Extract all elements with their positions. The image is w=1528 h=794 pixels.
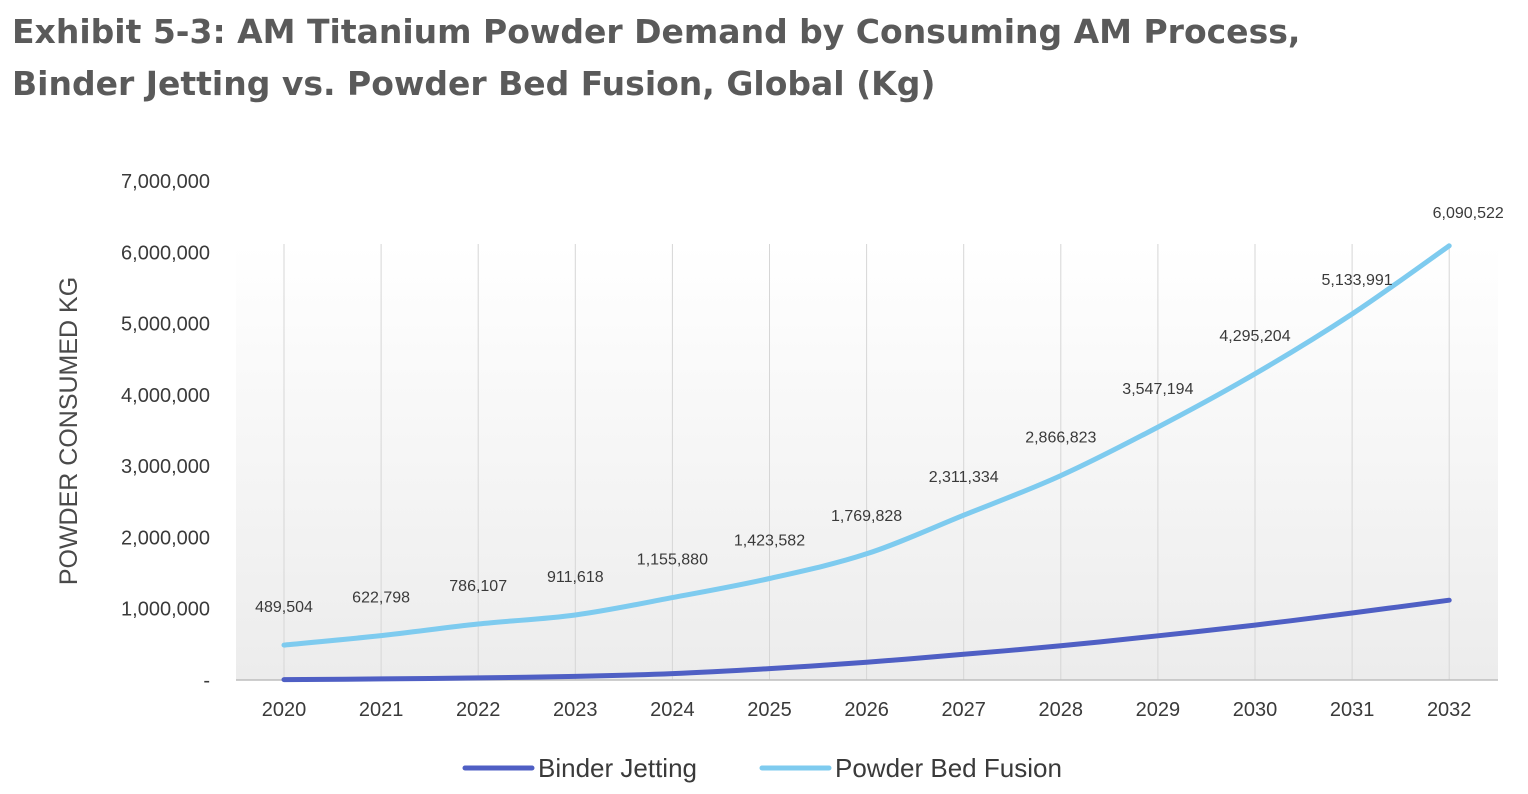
x-tick-label-2030: 2030 xyxy=(1233,699,1278,721)
data-label: 6,090,522 xyxy=(1433,205,1504,222)
x-axis-ticks: 2020 2021 2022 2023 2024 2025 2026 2027 2028 2029… xyxy=(262,699,1472,721)
y-tick-label: 3,000,000 xyxy=(121,456,210,478)
legend: Binder Jetting Powder Bed Fusion xyxy=(462,753,1062,783)
chart-title-line-2: Binder Jetting vs. Powder Bed Fusion, Gl… xyxy=(12,64,936,103)
y-tick-label: 1,000,000 xyxy=(121,599,210,621)
data-label: 911,618 xyxy=(547,569,604,586)
x-tick-label-2026: 2026 xyxy=(844,699,889,721)
data-label: 1,423,582 xyxy=(734,533,805,550)
x-tick-label-2023: 2023 xyxy=(553,699,598,721)
x-tick-label-2032: 2032 xyxy=(1427,699,1472,721)
x-tick-label-2029: 2029 xyxy=(1136,699,1181,721)
y-tick-label: 7,000,000 xyxy=(121,171,210,193)
x-tick-label-2020: 2020 xyxy=(262,699,307,721)
data-labels: 489,504 622,798 786,107 911,618 1,155,880 1,4… xyxy=(255,205,1504,616)
x-tick-label-2022: 2022 xyxy=(456,699,501,721)
series-line-powder-bed-fusion xyxy=(281,243,1452,648)
x-tick-label-2024: 2024 xyxy=(650,699,695,721)
y-tick-label: 6,000,000 xyxy=(121,242,210,264)
data-label: 2,311,334 xyxy=(929,469,999,486)
y-tick-label: 5,000,000 xyxy=(121,314,210,336)
y-tick-label: 2,000,000 xyxy=(121,527,210,549)
data-label: 786,107 xyxy=(449,578,507,595)
y-tick-label: 4,000,000 xyxy=(121,385,210,407)
chart-title-line-1: Exhibit 5-3: AM Titanium Powder Demand b… xyxy=(12,12,1301,51)
data-label: 1,155,880 xyxy=(637,552,708,569)
chart-title: Exhibit 5-3: AM Titanium Powder Demand b… xyxy=(12,6,1512,110)
x-tick-label-2021: 2021 xyxy=(359,699,404,721)
data-label: 1,769,828 xyxy=(831,508,902,525)
x-tick-label-2031: 2031 xyxy=(1330,699,1375,721)
x-tick-label-2028: 2028 xyxy=(1039,699,1084,721)
gridlines xyxy=(283,244,1450,680)
series-line-binder-jetting xyxy=(281,597,1452,683)
legend-label-binder-jetting: Binder Jetting xyxy=(538,753,697,783)
series-lines xyxy=(281,243,1452,683)
data-label: 4,295,204 xyxy=(1219,328,1290,345)
data-label: 5,133,991 xyxy=(1322,272,1393,289)
data-label: 622,798 xyxy=(352,590,410,607)
y-tick-label: - xyxy=(203,670,210,692)
data-label: 2,866,823 xyxy=(1025,430,1096,447)
data-label: 489,504 xyxy=(255,599,313,616)
x-tick-label-2025: 2025 xyxy=(747,699,792,721)
y-axis-title: POWDER CONSUMED KG xyxy=(55,277,83,585)
y-axis-ticks: - 1,000,000 2,000,000 3,000,000 4,000,000 5,0… xyxy=(121,171,210,692)
data-label: 3,547,194 xyxy=(1122,381,1193,398)
x-tick-label-2027: 2027 xyxy=(941,699,986,721)
legend-label-powder-bed-fusion: Powder Bed Fusion xyxy=(835,753,1062,783)
